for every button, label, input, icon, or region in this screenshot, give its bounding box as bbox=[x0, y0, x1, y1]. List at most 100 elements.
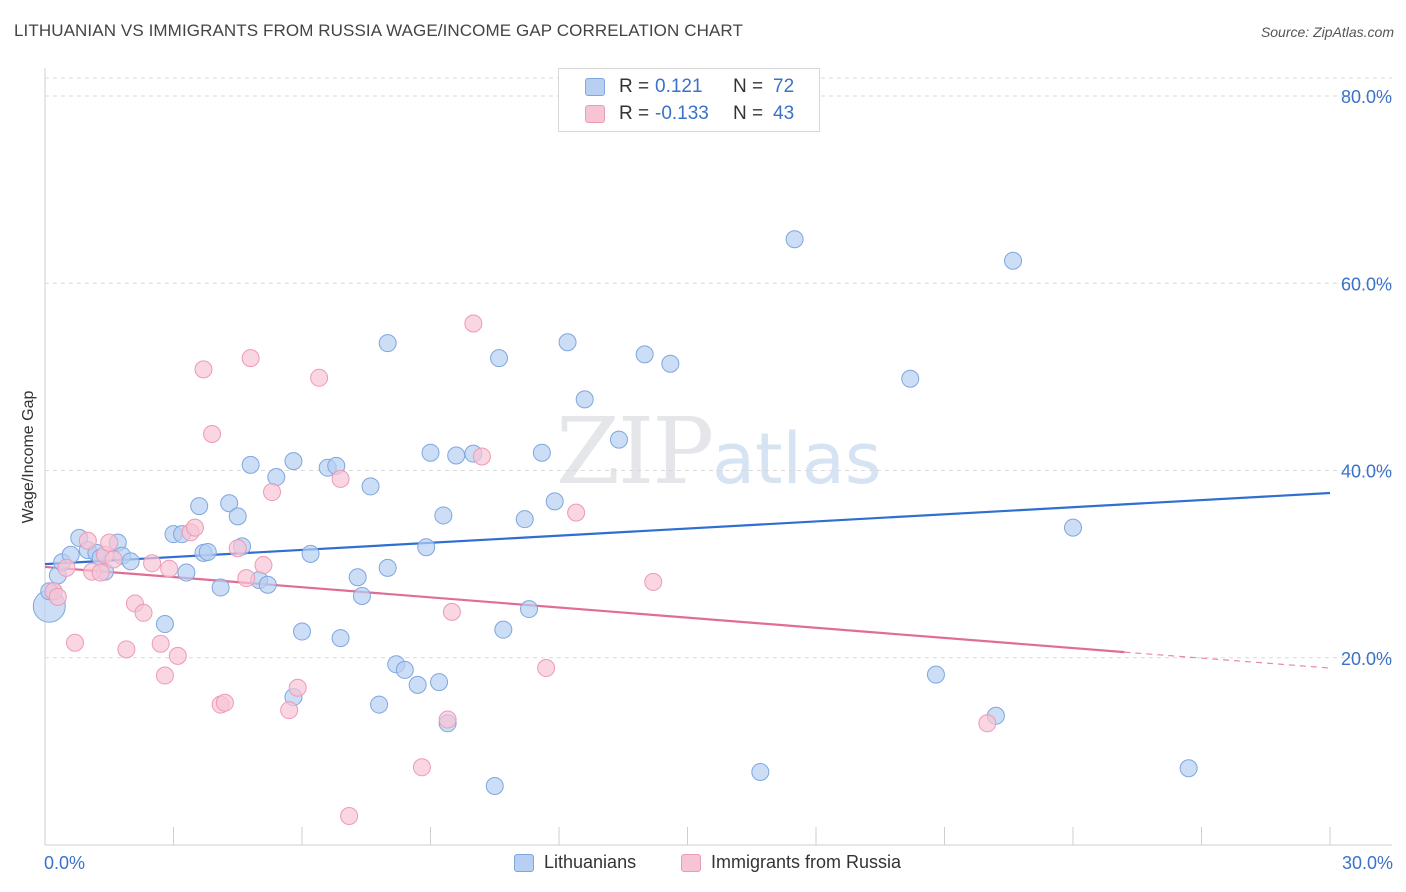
y-tick-label: 80.0% bbox=[1341, 87, 1392, 107]
y-axis-title: Wage/Income Gap bbox=[20, 391, 37, 524]
x-tick-label-min: 0.0% bbox=[44, 853, 85, 873]
bottom-legend-russia[interactable]: Immigrants from Russia bbox=[681, 852, 901, 873]
legend-box: R = 0.121 N = 72 R = -0.133 N = 43 bbox=[558, 68, 820, 132]
y-tick-label: 60.0% bbox=[1341, 274, 1392, 294]
legend-r-label: R = bbox=[619, 103, 650, 124]
point-lithuanians bbox=[447, 446, 466, 465]
point-russia bbox=[263, 483, 282, 502]
point-russia bbox=[412, 758, 431, 777]
axis-labels: 20.0% 40.0% 60.0% 80.0% 0.0% 30.0% Wage/Income… bbox=[20, 87, 1393, 873]
point-lithuanians bbox=[515, 510, 534, 529]
point-lithuanians bbox=[545, 492, 564, 511]
point-russia bbox=[237, 569, 256, 588]
point-lithuanians bbox=[575, 390, 594, 409]
point-russia bbox=[168, 646, 187, 665]
series-russia-points bbox=[44, 314, 997, 825]
point-lithuanians bbox=[198, 542, 217, 561]
point-russia bbox=[438, 710, 457, 729]
point-russia bbox=[331, 469, 350, 488]
chart-source: Source: ZipAtlas.com bbox=[1260, 24, 1394, 40]
point-russia bbox=[464, 314, 483, 333]
point-lithuanians bbox=[434, 506, 453, 525]
point-lithuanians bbox=[121, 552, 140, 571]
point-russia bbox=[567, 503, 586, 522]
point-lithuanians bbox=[1179, 759, 1198, 778]
series-lithuanians-points bbox=[32, 230, 1198, 796]
point-russia bbox=[442, 602, 461, 621]
watermark-atlas: atlas bbox=[712, 418, 882, 500]
point-russia bbox=[48, 587, 67, 606]
legend-n-value: 43 bbox=[773, 103, 795, 124]
legend-r-value: -0.133 bbox=[655, 103, 709, 124]
point-russia bbox=[340, 806, 359, 825]
bottom-legend: Lithuanians Immigrants from Russia bbox=[0, 852, 1406, 878]
point-lithuanians bbox=[378, 334, 397, 353]
legend-row-russia: R = -0.133 N = 43 bbox=[585, 102, 794, 126]
point-russia bbox=[978, 714, 997, 733]
point-russia bbox=[254, 556, 273, 575]
point-russia bbox=[160, 559, 179, 578]
x-tick-label-max: 30.0% bbox=[1342, 853, 1393, 873]
bottom-legend-label: Lithuanians bbox=[544, 852, 637, 872]
bottom-legend-lithuanians[interactable]: Lithuanians bbox=[514, 852, 636, 873]
point-lithuanians bbox=[177, 563, 196, 582]
point-lithuanians bbox=[417, 538, 436, 557]
point-russia bbox=[185, 518, 204, 537]
point-lithuanians bbox=[258, 575, 277, 594]
point-russia bbox=[65, 633, 84, 652]
point-russia bbox=[143, 554, 162, 573]
point-lithuanians bbox=[352, 586, 371, 605]
trend-line-russia bbox=[44, 565, 1125, 654]
point-lithuanians bbox=[370, 695, 389, 714]
point-russia bbox=[310, 368, 329, 387]
point-russia bbox=[644, 572, 663, 591]
point-lithuanians bbox=[211, 578, 230, 597]
point-lithuanians bbox=[190, 497, 209, 516]
point-russia bbox=[91, 563, 110, 582]
legend-n-label: N = bbox=[733, 103, 764, 124]
point-lithuanians bbox=[1064, 518, 1082, 537]
legend-r-label: R = bbox=[619, 76, 650, 97]
legend-n-label: N = bbox=[733, 76, 764, 97]
point-lithuanians bbox=[532, 443, 551, 462]
bottom-legend-swatch-blue bbox=[514, 853, 534, 872]
y-tick-label: 20.0% bbox=[1341, 649, 1392, 669]
point-lithuanians bbox=[609, 430, 628, 449]
legend-row-lithuanians: R = 0.121 N = 72 bbox=[585, 75, 794, 99]
point-lithuanians bbox=[155, 615, 174, 634]
point-lithuanians bbox=[785, 230, 804, 249]
legend-n-value: 72 bbox=[773, 76, 795, 97]
point-lithuanians bbox=[1004, 251, 1023, 270]
point-russia bbox=[117, 640, 136, 659]
point-lithuanians bbox=[408, 675, 427, 694]
point-lithuanians bbox=[751, 762, 770, 781]
point-lithuanians bbox=[395, 660, 414, 679]
point-lithuanians bbox=[490, 349, 509, 368]
point-russia bbox=[241, 349, 260, 368]
point-lithuanians bbox=[301, 544, 320, 563]
point-lithuanians bbox=[220, 494, 239, 513]
point-russia bbox=[78, 531, 97, 550]
point-lithuanians bbox=[558, 333, 577, 352]
point-lithuanians bbox=[228, 507, 247, 526]
point-russia bbox=[57, 558, 76, 577]
point-lithuanians bbox=[331, 629, 350, 648]
point-lithuanians bbox=[378, 558, 397, 577]
point-russia bbox=[288, 678, 307, 697]
watermark: ZIPatlas bbox=[556, 398, 881, 505]
point-russia bbox=[228, 539, 247, 558]
point-lithuanians bbox=[635, 345, 654, 364]
y-tick-label: 40.0% bbox=[1341, 462, 1392, 482]
point-lithuanians bbox=[485, 777, 504, 796]
point-lithuanians bbox=[421, 443, 440, 462]
point-lithuanians bbox=[661, 354, 680, 373]
trend-line-lithuanians bbox=[44, 491, 1331, 566]
legend-swatch-pink bbox=[585, 105, 605, 123]
point-lithuanians bbox=[267, 468, 286, 487]
point-lithuanians bbox=[348, 568, 367, 587]
point-lithuanians bbox=[520, 600, 539, 619]
point-russia bbox=[203, 424, 222, 443]
trend-line-russia-extension bbox=[1124, 651, 1331, 669]
point-russia bbox=[134, 603, 153, 622]
point-lithuanians bbox=[926, 665, 945, 684]
